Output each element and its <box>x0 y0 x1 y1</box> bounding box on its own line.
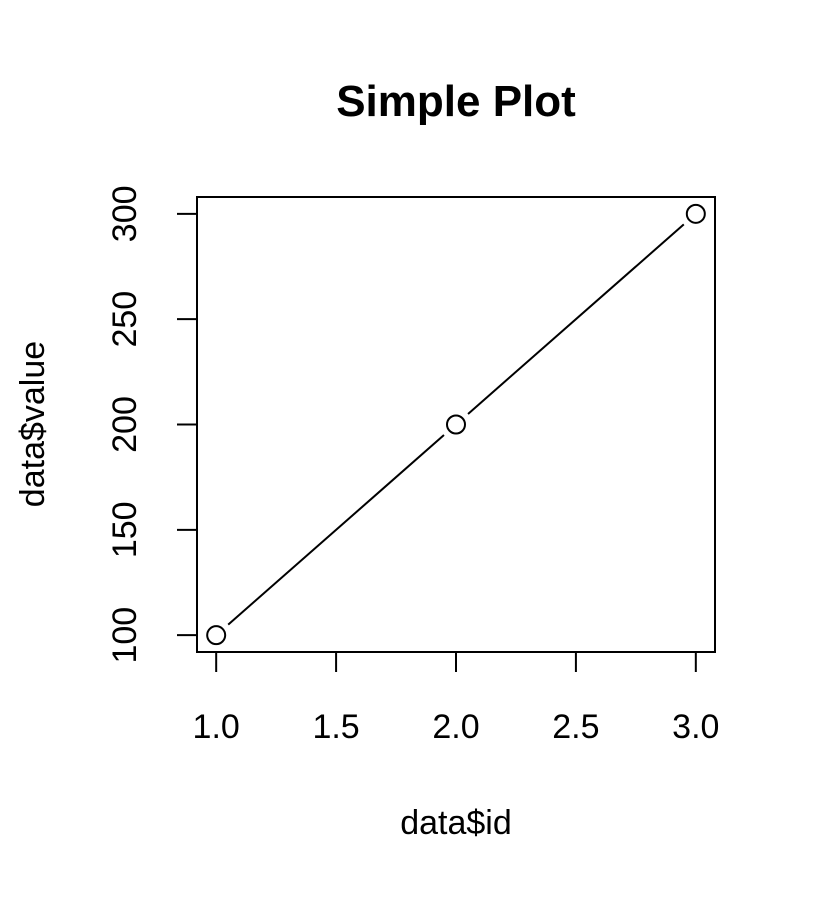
y-axis-label: data$value <box>14 341 52 507</box>
y-tick-label: 300 <box>106 185 144 242</box>
y-tick-label: 250 <box>106 291 144 348</box>
x-tick-label: 2.0 <box>432 708 479 746</box>
data-point <box>446 414 466 435</box>
data-point <box>685 203 706 224</box>
y-tick-label: 200 <box>106 396 144 453</box>
y-tick-label: 100 <box>106 607 144 664</box>
chart-title: Simple Plot <box>336 77 576 126</box>
series-line-segment <box>227 434 445 626</box>
data-point <box>206 625 227 646</box>
x-tick-label: 2.5 <box>552 708 599 746</box>
series-line-segment <box>467 223 685 415</box>
x-tick-label: 3.0 <box>672 708 719 746</box>
x-axis-label: data$id <box>400 804 512 842</box>
y-tick-label: 150 <box>106 501 144 558</box>
series <box>206 203 706 646</box>
x-tick-label: 1.5 <box>312 708 359 746</box>
x-axis: 1.0 1.5 2.0 2.5 3.0 <box>193 651 719 746</box>
x-tick-label: 1.0 <box>193 708 240 746</box>
y-axis: 100 150 200 250 300 <box>106 185 198 664</box>
